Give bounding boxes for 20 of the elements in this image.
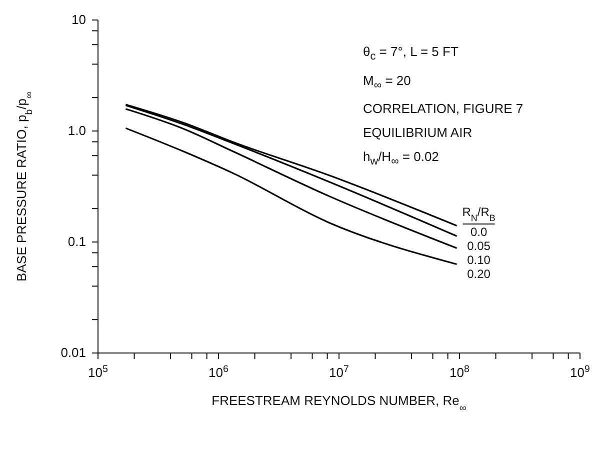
annotation: h$_{w}$/H$_{∞}$ = 0.02: [363, 148, 440, 170]
annotation: θ$_{c}$ = 7°, L = 5 FT: [363, 43, 460, 65]
series-label: 0.20: [467, 267, 491, 281]
y-tick-label: 10: [72, 12, 86, 27]
x-tick-label: 10$^{7}$: [329, 364, 349, 380]
x-tick-label: 10$^{5}$: [88, 364, 109, 380]
x-tick-label: 10$^{9}$: [570, 364, 590, 380]
legend-title: R$_{N}$/R$_{B}$: [462, 205, 496, 223]
x-axis-title: FREESTREAM REYNOLDS NUMBER, Re$_{∞}$: [212, 393, 466, 414]
series-label: 0.0: [470, 225, 488, 239]
x-tick-label: 10$^{8}$: [450, 364, 470, 380]
annotation: EQUILIBRIUM AIR: [363, 124, 474, 142]
series-label: 0.05: [467, 239, 491, 253]
y-tick-label: 0.01: [60, 345, 86, 360]
annotation: CORRELATION, FIGURE 7: [363, 100, 524, 118]
series-label: 0.10: [467, 253, 491, 267]
x-tick-label: 10$^{6}$: [208, 364, 228, 380]
y-tick-label: 0.1: [68, 234, 86, 249]
annotation: M$_{∞}$ = 20: [363, 72, 412, 94]
y-tick-label: 1.0: [68, 123, 86, 138]
